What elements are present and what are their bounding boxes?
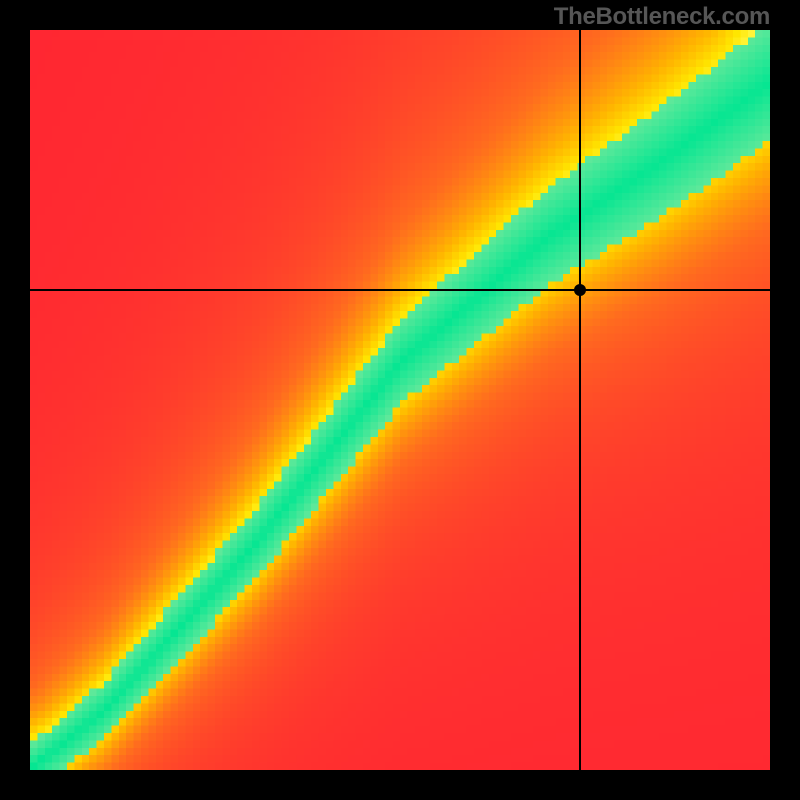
crosshair-horizontal — [30, 289, 770, 291]
heatmap-plot — [30, 30, 770, 770]
crosshair-vertical — [579, 30, 581, 770]
watermark-text: TheBottleneck.com — [554, 3, 770, 31]
chart-frame: TheBottleneck.com — [0, 0, 800, 800]
heatmap-canvas — [30, 30, 770, 770]
